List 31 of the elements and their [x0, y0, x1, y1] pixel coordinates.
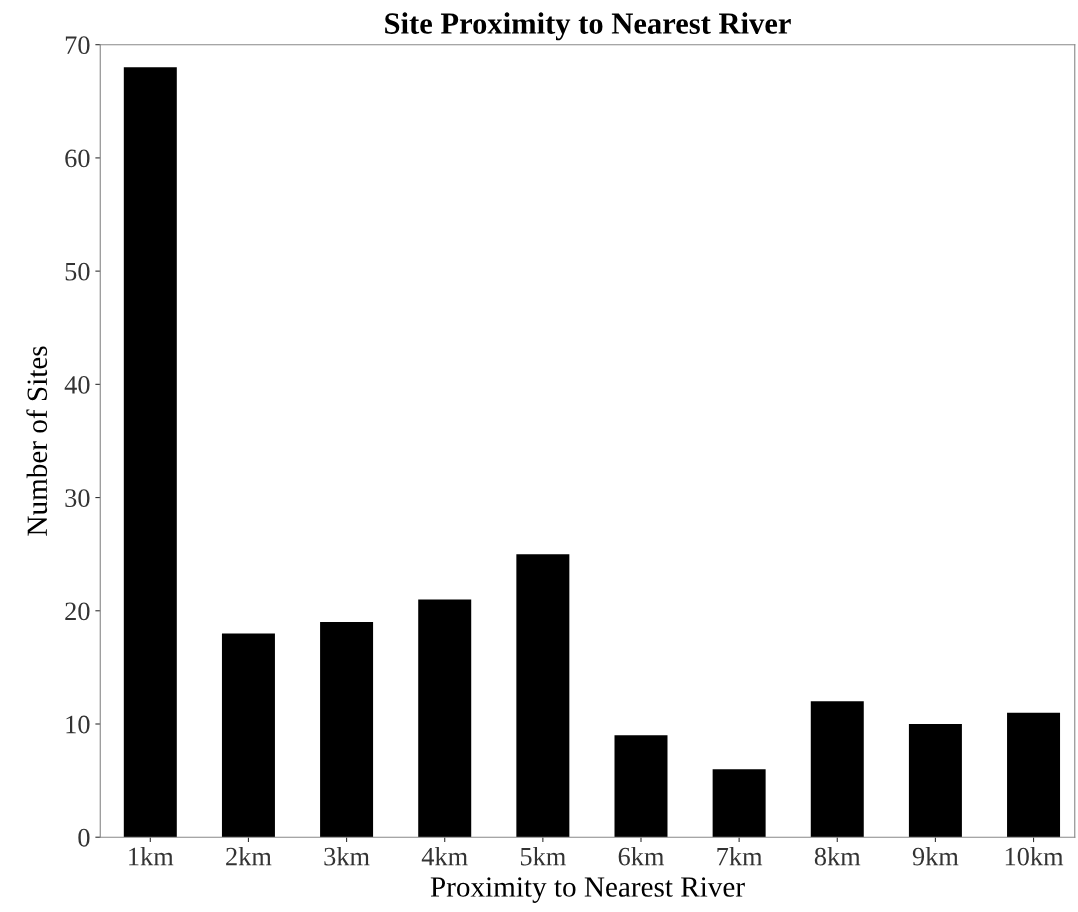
- y-tick-label: 40: [64, 375, 90, 394]
- bar: [221, 633, 275, 838]
- y-tick-label: 30: [65, 489, 90, 507]
- bar: [712, 769, 766, 838]
- y-tick-label: 70: [65, 36, 90, 55]
- bar: [908, 724, 962, 838]
- y-tick-label: 20: [65, 602, 90, 621]
- x-axis-title: Proximity to Nearest River: [430, 877, 745, 903]
- y-tick-label: 60: [65, 149, 90, 168]
- x-tick-label: 2km: [226, 846, 272, 866]
- x-tick-label: 9km: [912, 846, 959, 866]
- y-axis-title: Number of Sites: [26, 346, 48, 536]
- bar: [810, 701, 864, 838]
- chart-title: Site Proximity to Nearest River: [385, 12, 791, 41]
- x-tick-label: 8km: [814, 846, 861, 866]
- x-tick-label: 6km: [618, 846, 665, 866]
- x-tick-label: 4km: [421, 846, 468, 866]
- bar: [418, 599, 472, 838]
- x-tick-label: 10km: [1005, 846, 1064, 866]
- x-tick-label: 3km: [324, 846, 370, 866]
- bar: [1007, 712, 1061, 838]
- x-tick-label: 7km: [717, 846, 763, 866]
- y-tick-label: 0: [78, 828, 90, 847]
- bar: [614, 735, 668, 838]
- y-tick-label: 50: [65, 262, 90, 281]
- bar: [320, 622, 374, 838]
- y-tick-label: 10: [66, 715, 90, 734]
- x-tick-label: 1km: [129, 846, 174, 866]
- bar: [123, 67, 177, 838]
- bar: [516, 554, 570, 838]
- x-tick-label: 5km: [520, 846, 566, 866]
